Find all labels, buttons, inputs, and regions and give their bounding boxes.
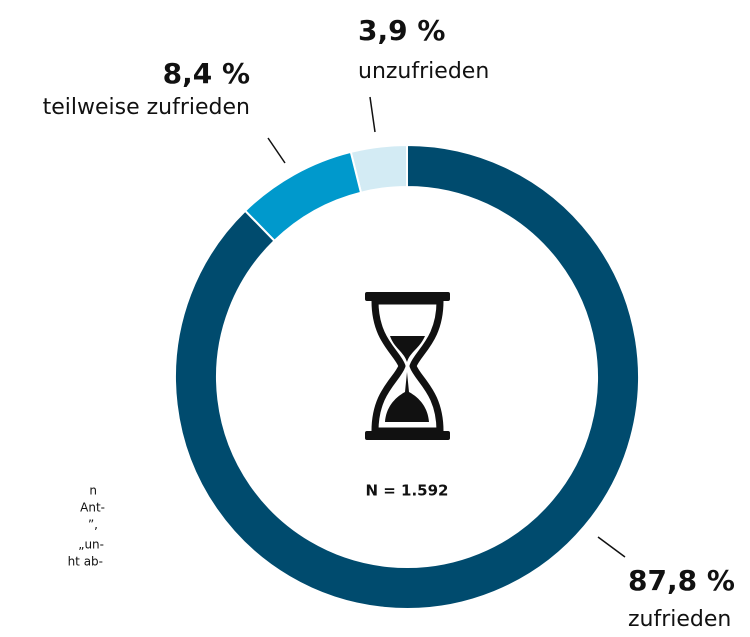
note-line: n [89,484,97,498]
leader-line [369,96,376,133]
note-line: Ant- [80,501,105,515]
category-label: unzufrieden [358,59,489,84]
hourglass-icon [365,292,450,440]
note: n Ant- ”, „un-ht ab- [68,484,105,569]
center-label: N = 1.592 [365,482,448,500]
leader-line [597,536,626,558]
value-label: 3,9 % [358,14,445,47]
value-label: 87,8 % [628,564,735,597]
note-line: ht ab- [68,555,103,569]
note-line: „un- [78,538,104,552]
donut-segment [243,150,363,243]
note-line: ”, [88,518,98,532]
category-label: teilweise zufrieden [43,95,250,120]
value-label: 8,4 % [163,57,250,90]
leader-line [267,137,286,164]
category-label: zufrieden [628,607,731,632]
donut-segment [174,143,640,610]
